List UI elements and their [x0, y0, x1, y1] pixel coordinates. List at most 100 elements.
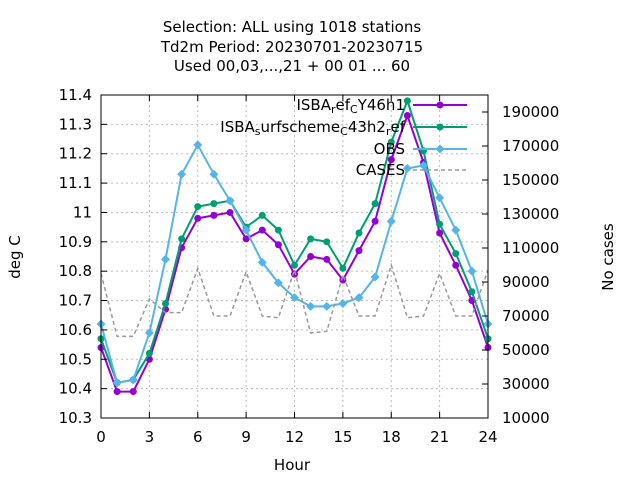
series-point-2 [402, 163, 412, 173]
series-point-2 [370, 272, 380, 282]
legend-label-2: OBS [374, 140, 405, 158]
series-point-1 [291, 261, 298, 269]
y-tick-label: 11 [73, 203, 92, 221]
x-tick-label: 6 [193, 428, 203, 446]
series-point-0 [436, 229, 444, 237]
series-line-3 [100, 262, 489, 338]
series-point-0 [210, 211, 218, 219]
series-point-2 [338, 298, 348, 308]
series-point-1 [274, 226, 282, 234]
y-tick-label: 11.4 [59, 86, 92, 104]
series-point-2 [467, 266, 477, 276]
x-axis-label: Hour [274, 456, 311, 474]
chart-title-line-3: Used 00,03,...,21 + 00 01 ... 60 [174, 57, 410, 75]
x-tick-label: 12 [285, 428, 304, 446]
series-point-2 [209, 169, 219, 179]
series-point-0 [355, 247, 363, 255]
y-tick-label: 11.1 [59, 174, 92, 192]
grid [100, 94, 489, 419]
x-tick-label: 24 [478, 428, 497, 446]
series-point-1 [178, 235, 186, 243]
y2-tick-label: 130000 [502, 205, 559, 223]
y-tick-label: 10.9 [59, 233, 92, 251]
series-point-2 [386, 216, 396, 226]
chart-title-line-1: Selection: ALL using 1018 stations [163, 18, 422, 36]
series-point-2 [193, 140, 203, 150]
series-point-0 [452, 261, 460, 269]
series-point-2 [435, 193, 445, 203]
y2-tick-label: 190000 [502, 103, 559, 121]
y-tick-label: 11.2 [59, 145, 92, 163]
series-point-0 [129, 388, 137, 396]
x-tick-label: 0 [96, 428, 106, 446]
y-tick-label: 10.7 [59, 292, 92, 310]
series-point-0 [194, 214, 202, 222]
y2-tick-label: 70000 [502, 307, 550, 325]
series-point-0 [242, 235, 250, 243]
series-point-1 [307, 235, 315, 243]
series-point-1 [162, 299, 169, 307]
y2-axis-label: No cases [599, 223, 617, 291]
legend-marker-2 [435, 144, 445, 154]
legend-marker-0 [436, 101, 444, 109]
x-tick-label: 21 [430, 428, 449, 446]
legend-marker-1 [436, 123, 444, 131]
series-point-2 [128, 375, 138, 385]
series-point-1 [452, 250, 460, 258]
series-point-1 [339, 264, 347, 272]
series-point-0 [387, 156, 395, 164]
series-point-0 [307, 253, 315, 260]
series-point-1 [210, 200, 218, 208]
series-point-0 [258, 226, 266, 234]
series-point-2 [144, 328, 154, 338]
chart-title-line-2: Td2m Period: 20230701-20230715 [160, 38, 423, 56]
y-tick-label: 10.5 [59, 350, 92, 368]
y-tick-label: 10.3 [59, 409, 92, 427]
series-layer [96, 97, 493, 396]
series-point-2 [273, 278, 283, 288]
y2-tick-label: 170000 [502, 137, 559, 155]
y2-tick-label: 150000 [502, 171, 559, 189]
series-point-2 [354, 293, 364, 303]
series-point-2 [225, 196, 235, 206]
x-tick-label: 18 [382, 428, 401, 446]
x-tick-label: 9 [241, 428, 251, 446]
series-point-2 [241, 225, 251, 235]
series-point-1 [436, 220, 444, 228]
series-point-1 [403, 97, 411, 105]
y-tick-label: 11.3 [59, 115, 92, 133]
series-point-2 [112, 378, 122, 388]
series-point-1 [468, 288, 476, 296]
x-tick-label: 15 [333, 428, 352, 446]
series-point-2 [451, 225, 461, 235]
series-point-0 [274, 241, 282, 249]
series-point-0 [323, 255, 331, 263]
series-point-2 [322, 301, 332, 311]
legend-label-0: ISBArefCY46h1 [296, 96, 405, 116]
series-point-2 [290, 293, 299, 303]
y-axis-label: deg C [6, 235, 24, 279]
y2-tick-label: 10000 [502, 409, 550, 427]
series-point-1 [323, 238, 331, 246]
series-point-1 [387, 138, 395, 146]
series-point-2 [177, 169, 187, 179]
y2-tick-label: 50000 [502, 341, 550, 359]
series-point-0 [403, 112, 411, 120]
series-point-1 [145, 349, 153, 357]
y2-tick-label: 30000 [502, 375, 550, 393]
y2-tick-label: 110000 [502, 239, 559, 257]
series-point-1 [258, 211, 266, 219]
x-tick-label: 3 [145, 428, 155, 446]
series-point-0 [113, 388, 121, 396]
series-point-2 [161, 254, 170, 264]
y-tick-label: 10.8 [59, 262, 92, 280]
series-point-1 [355, 229, 363, 237]
series-point-0 [371, 217, 379, 225]
series-point-2 [257, 257, 267, 267]
series-point-2 [306, 301, 316, 311]
y-tick-label: 10.6 [59, 321, 92, 339]
legend-label-1: ISBAsurfschemeC43h2ref [220, 118, 405, 138]
series-point-0 [291, 270, 298, 278]
